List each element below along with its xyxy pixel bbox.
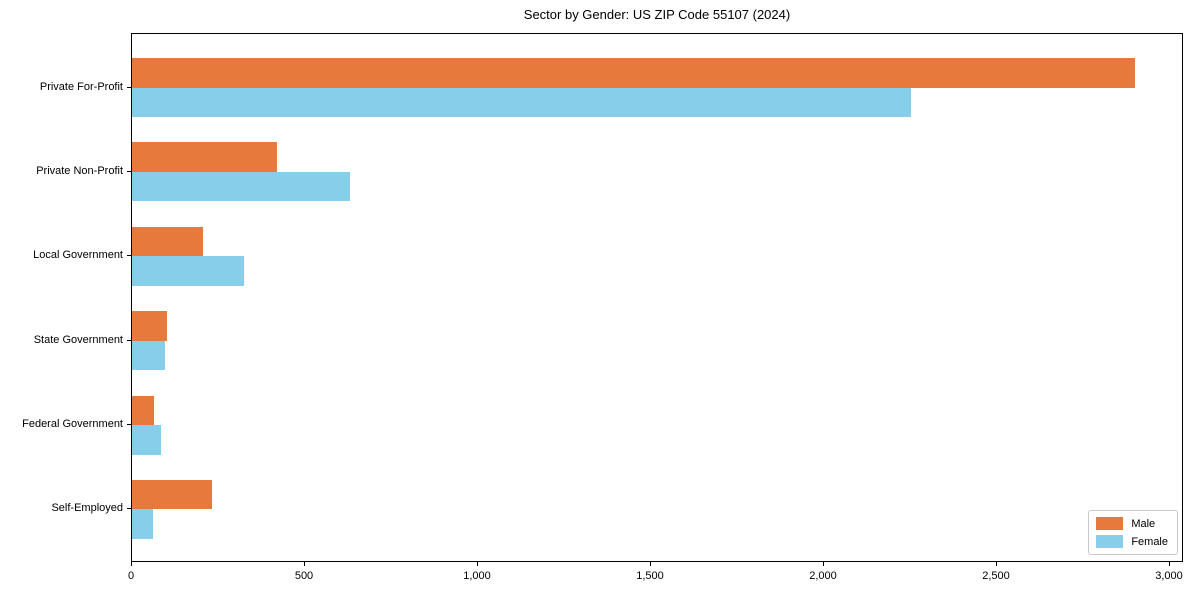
- x-tick-label: 3,000: [1155, 570, 1183, 582]
- legend: Male Female: [1088, 510, 1178, 555]
- bar-female-local-government: [132, 256, 245, 286]
- y-tick-label: Federal Government: [22, 418, 123, 431]
- y-tick-label: Self-Employed: [51, 502, 123, 515]
- y-tick-mark: [127, 255, 131, 257]
- x-tick-label: 500: [294, 570, 314, 582]
- y-tick-mark: [127, 86, 131, 88]
- legend-item-male: Male: [1096, 517, 1168, 530]
- bar-female-private-non-profit: [132, 171, 350, 202]
- x-tick-label: 1,500: [636, 570, 664, 582]
- y-tick-mark: [127, 339, 131, 341]
- bar-female-self-employed: [132, 509, 153, 539]
- bar-female-state-government: [132, 340, 165, 371]
- x-tick-mark: [1169, 562, 1170, 566]
- bar-male-federal-government: [132, 395, 155, 426]
- legend-item-female: Female: [1096, 535, 1168, 548]
- legend-label-female: Female: [1131, 535, 1168, 548]
- bar-male-self-employed: [132, 479, 212, 510]
- bar-female-federal-government: [132, 425, 162, 455]
- y-tick-label: Local Government: [33, 249, 123, 262]
- plot-area: Male Female: [131, 33, 1183, 562]
- x-tick-mark: [650, 562, 651, 566]
- x-tick-label: 2,500: [982, 570, 1010, 582]
- x-tick-mark: [823, 562, 824, 566]
- x-tick-mark: [304, 562, 305, 566]
- y-tick-label: Private For-Profit: [39, 80, 123, 93]
- bar-male-state-government: [132, 311, 167, 341]
- legend-swatch-female: [1096, 535, 1124, 548]
- y-tick-mark: [127, 424, 131, 426]
- x-tick-mark: [996, 562, 997, 566]
- x-tick-label: 2,000: [809, 570, 837, 582]
- y-tick-mark: [127, 508, 131, 510]
- x-tick-mark: [477, 562, 478, 566]
- chart-title: Sector by Gender: US ZIP Code 55107 (202…: [523, 7, 791, 22]
- x-tick-mark: [131, 562, 132, 566]
- y-tick-label: Private Non-Profit: [36, 164, 123, 177]
- bar-female-private-for-profit: [132, 87, 911, 118]
- x-tick-label: 1,000: [463, 570, 491, 582]
- legend-label-male: Male: [1131, 517, 1156, 530]
- x-tick-label: 0: [127, 570, 135, 582]
- legend-swatch-male: [1096, 517, 1124, 530]
- bar-male-local-government: [132, 226, 203, 257]
- bar-male-private-for-profit: [132, 58, 1136, 88]
- y-tick-label: State Government: [33, 333, 123, 346]
- y-tick-mark: [127, 170, 131, 172]
- bar-male-private-non-profit: [132, 142, 278, 172]
